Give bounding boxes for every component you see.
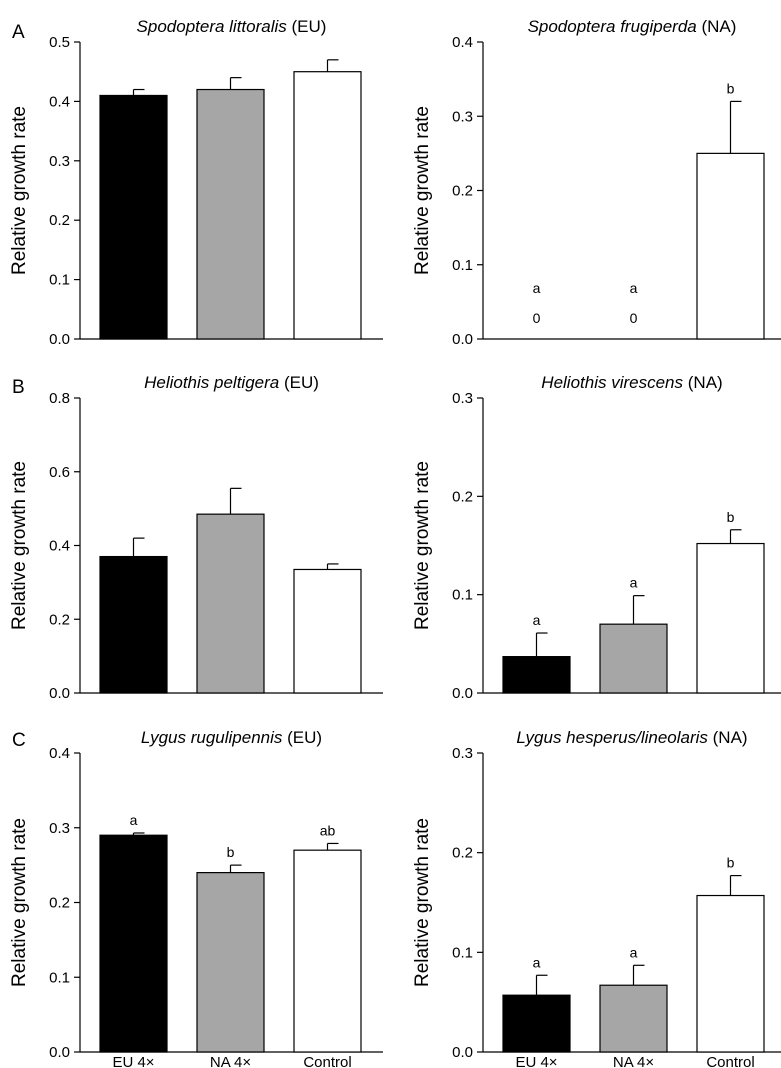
chart-title: Spodoptera frugiperda (NA)	[528, 17, 737, 36]
bar	[599, 984, 668, 1053]
bar	[502, 994, 571, 1053]
chart-title: Lygus hesperus/lineolaris (NA)	[516, 728, 747, 747]
y-tick-label: 0.4	[49, 538, 70, 555]
y-tick-label: 0.1	[49, 272, 70, 289]
y-tick-label: 0.0	[452, 331, 473, 348]
panel-letter: B	[12, 377, 25, 398]
y-axis-label: Relative growth rate	[9, 818, 30, 987]
y-axis-label: Relative growth rate	[9, 106, 30, 275]
panel-letter: C	[12, 730, 26, 751]
y-tick-label: 0.6	[49, 464, 70, 481]
bar	[696, 152, 765, 340]
chart-title-region: (NA)	[708, 728, 748, 747]
chart-title: Heliothis peltigera (EU)	[144, 373, 319, 392]
significance-letter: b	[227, 844, 235, 860]
significance-letter: a	[533, 612, 541, 628]
panel-letter: A	[12, 22, 25, 43]
chart-title-region: (NA)	[683, 373, 723, 392]
chart-title-region: (EU)	[279, 373, 319, 392]
bar	[293, 849, 362, 1053]
y-tick-label: 0.1	[452, 257, 473, 274]
y-tick-label: 0.1	[452, 587, 473, 604]
chart-panel-4: Heliothis virescens (NA) Relative growth …	[412, 373, 781, 702]
y-tick-label: 0.8	[49, 390, 70, 407]
chart-title: Lygus rugulipennis (EU)	[141, 728, 322, 747]
y-tick-label: 0.0	[452, 1044, 473, 1061]
bar	[196, 88, 265, 340]
y-tick-label: 0.3	[452, 108, 473, 125]
chart-panel-5: C Lygus rugulipennis (EU) Relative growth …	[9, 728, 383, 1068]
y-axis-label: Relative growth rate	[412, 461, 433, 630]
chart-panel-1: A Spodoptera littoralis (EU) Relative grow…	[9, 17, 383, 348]
y-tick-label: 0.2	[49, 212, 70, 229]
data-label: 0	[630, 310, 638, 326]
y-tick-label: 0.0	[452, 685, 473, 702]
y-axis-label: Relative growth rate	[9, 461, 30, 630]
y-axis-label: Relative growth rate	[412, 106, 433, 275]
chart-title-species: Spodoptera frugiperda	[528, 17, 697, 36]
bar	[696, 542, 765, 694]
y-tick-label: 0.3	[452, 390, 473, 407]
chart-title-species: Lygus rugulipennis	[141, 728, 283, 747]
bar	[599, 623, 668, 694]
significance-letter: a	[630, 575, 638, 591]
significance-letter: a	[533, 280, 541, 296]
chart-panel-6: Lygus hesperus/lineolaris (NA) Relative g…	[412, 728, 781, 1068]
y-tick-label: 0.4	[49, 93, 70, 110]
y-tick-label: 0.4	[452, 34, 473, 51]
y-tick-label: 0.3	[49, 820, 70, 837]
chart-title-species: Heliothis peltigera	[144, 373, 279, 392]
y-tick-label: 0.2	[452, 845, 473, 862]
y-tick-label: 0.4	[49, 745, 70, 762]
x-tick-label: Control	[706, 1054, 754, 1068]
x-tick-label: NA 4×	[210, 1054, 251, 1068]
chart-title-region: (EU)	[287, 17, 327, 36]
significance-letter: a	[630, 280, 638, 296]
significance-letter: b	[727, 855, 735, 871]
bar	[99, 94, 168, 340]
x-tick-label: NA 4×	[613, 1054, 654, 1068]
chart-title: Heliothis virescens (NA)	[541, 373, 722, 392]
chart-title-region: (EU)	[282, 728, 322, 747]
bar	[696, 894, 765, 1053]
significance-letter: a	[130, 812, 138, 828]
chart-title-species: Spodoptera littoralis	[137, 17, 288, 36]
bar	[99, 555, 168, 694]
y-tick-label: 0.3	[452, 745, 473, 762]
significance-letter: b	[727, 80, 735, 96]
bar	[99, 834, 168, 1053]
y-axis-label: Relative growth rate	[412, 818, 433, 987]
y-tick-label: 0.0	[49, 331, 70, 348]
y-tick-label: 0.2	[49, 611, 70, 628]
y-tick-label: 0.0	[49, 685, 70, 702]
significance-letter: b	[727, 509, 735, 525]
x-tick-label: EU 4×	[515, 1054, 557, 1068]
y-tick-label: 0.2	[49, 895, 70, 912]
bar	[196, 871, 265, 1053]
chart-title-region: (NA)	[697, 17, 737, 36]
chart-panel-2: Spodoptera frugiperda (NA) Relative growt…	[412, 17, 781, 348]
chart-title: Spodoptera littoralis (EU)	[137, 17, 327, 36]
y-tick-label: 0.2	[452, 183, 473, 200]
significance-letter: a	[533, 954, 541, 970]
chart-panel-3: B Heliothis peltigera (EU) Relative growth…	[9, 373, 383, 702]
y-tick-label: 0.2	[452, 488, 473, 505]
y-tick-label: 0.3	[49, 153, 70, 170]
data-label: 0	[533, 310, 541, 326]
y-tick-label: 0.1	[49, 969, 70, 986]
significance-letter: a	[630, 944, 638, 960]
y-tick-label: 0.0	[49, 1044, 70, 1061]
chart-title-species: Lygus hesperus/lineolaris	[516, 728, 708, 747]
x-tick-label: Control	[303, 1054, 351, 1068]
bar	[293, 568, 362, 694]
y-tick-label: 0.5	[49, 34, 70, 51]
bar	[196, 513, 265, 694]
bar	[502, 656, 571, 694]
bar	[293, 71, 362, 340]
y-tick-label: 0.1	[452, 944, 473, 961]
chart-title-species: Heliothis virescens	[541, 373, 683, 392]
significance-letter: ab	[320, 822, 336, 838]
x-tick-label: EU 4×	[112, 1054, 154, 1068]
